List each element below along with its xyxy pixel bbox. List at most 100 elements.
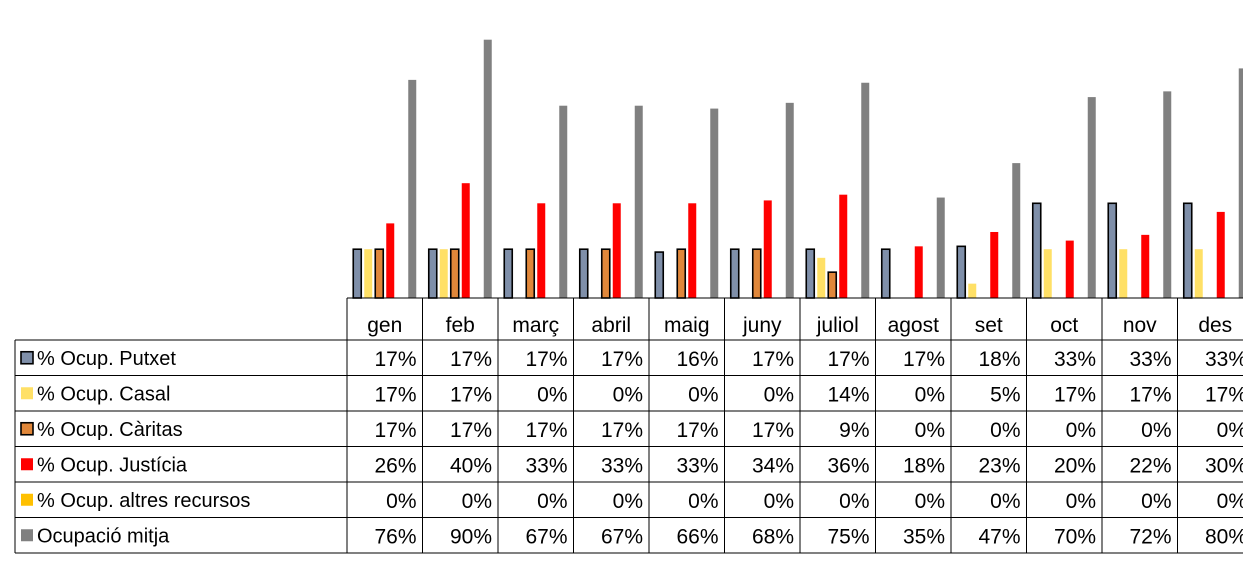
bar-4-feb	[461, 183, 470, 298]
category-label: abril	[591, 314, 631, 337]
bar-3-juliol	[827, 271, 838, 299]
bar-6-oct	[1087, 97, 1096, 298]
bar-2-des	[1194, 249, 1203, 298]
bar-2-gen	[364, 249, 373, 298]
data-label: 66%	[676, 525, 718, 548]
bars-layer	[352, 39, 1243, 299]
data-label: 33%	[1205, 348, 1243, 371]
legend-key-5	[21, 493, 33, 506]
category-label: nov	[1123, 314, 1157, 337]
bar-3-juny	[751, 248, 762, 299]
bar-3-maig	[676, 248, 687, 299]
bar-6-maig	[710, 108, 719, 298]
data-label: 17%	[450, 348, 492, 371]
data-label: 0%	[915, 490, 945, 513]
data-label: 17%	[525, 419, 567, 442]
series-name: % Ocup. Càritas	[37, 419, 183, 441]
data-label: 16%	[676, 348, 718, 371]
data-label: 75%	[827, 525, 869, 548]
series-name: % Ocup. altres recursos	[37, 490, 250, 512]
data-label: 0%	[764, 490, 794, 513]
bar-1-feb	[427, 248, 438, 299]
bar-4-nov	[1141, 234, 1150, 298]
bar-6-feb	[483, 39, 492, 298]
data-label: 5%	[990, 383, 1020, 406]
data-label: 80%	[1205, 525, 1243, 548]
bar-4-juliol	[839, 194, 848, 298]
data-label: 17%	[374, 348, 416, 371]
data-label: 17%	[752, 419, 794, 442]
category-label: agost	[888, 314, 940, 337]
data-label: 70%	[1054, 525, 1096, 548]
data-label: 33%	[676, 454, 718, 477]
bar-4-set	[990, 231, 999, 298]
bar-2-juliol	[817, 257, 826, 298]
category-label: des	[1198, 314, 1232, 337]
data-label: 0%	[613, 490, 643, 513]
bar-4-agost	[914, 246, 923, 298]
data-label: 0%	[1217, 419, 1243, 442]
bar-4-oct	[1065, 240, 1074, 298]
bar-1-juny	[729, 248, 740, 299]
data-label: 67%	[601, 525, 643, 548]
bar-4-maig	[688, 203, 697, 298]
data-label: 17%	[1054, 383, 1096, 406]
data-label: 34%	[752, 454, 794, 477]
data-label: 23%	[978, 454, 1020, 477]
data-label: 0%	[537, 383, 567, 406]
data-label: 67%	[525, 525, 567, 548]
category-label: feb	[446, 314, 475, 337]
category-label: juny	[742, 314, 782, 337]
category-label: gen	[367, 314, 402, 337]
data-label: 17%	[525, 348, 567, 371]
bar-3-abril	[600, 248, 611, 299]
data-label: 18%	[903, 454, 945, 477]
data-label: 17%	[827, 348, 869, 371]
data-label: 17%	[450, 419, 492, 442]
bar-2-feb	[439, 249, 448, 298]
data-label: 0%	[688, 490, 718, 513]
bar-6-gen	[408, 79, 417, 298]
data-label: 17%	[601, 419, 643, 442]
bar-1-agost	[880, 248, 891, 299]
data-label: 0%	[990, 490, 1020, 513]
data-label: 0%	[462, 490, 492, 513]
data-label: 17%	[752, 348, 794, 371]
data-label: 0%	[1066, 419, 1096, 442]
data-label: 36%	[827, 454, 869, 477]
data-label: 17%	[374, 383, 416, 406]
data-label: 14%	[827, 383, 869, 406]
data-label: 0%	[764, 383, 794, 406]
data-label: 0%	[1066, 490, 1096, 513]
series-name: % Ocup. Casal	[37, 383, 170, 405]
data-label: 17%	[676, 419, 718, 442]
data-label: 35%	[903, 525, 945, 548]
data-label: 17%	[601, 348, 643, 371]
data-label: 33%	[1129, 348, 1171, 371]
data-label: 33%	[525, 454, 567, 477]
bar-2-oct	[1043, 249, 1052, 298]
data-label: 47%	[978, 525, 1020, 548]
data-label: 40%	[450, 454, 492, 477]
category-label: març	[512, 314, 559, 337]
bar-1-des	[1182, 202, 1193, 299]
data-label: 18%	[978, 348, 1020, 371]
data-label: 17%	[450, 383, 492, 406]
bar-4-abril	[612, 203, 621, 298]
data-label: 26%	[374, 454, 416, 477]
bar-3-feb	[449, 248, 460, 299]
data-label: 17%	[1205, 383, 1243, 406]
bar-6-abril	[634, 105, 643, 299]
bar-6-juny	[785, 102, 794, 298]
bar-3-gen	[374, 248, 385, 299]
category-label: set	[975, 314, 1003, 337]
bar-2-set	[968, 283, 977, 298]
data-label: 0%	[1141, 490, 1171, 513]
data-label: 90%	[450, 525, 492, 548]
series-name: % Ocup. Putxet	[37, 348, 176, 370]
data-label: 33%	[1054, 348, 1096, 371]
bar-1-abril	[578, 248, 589, 299]
data-label: 17%	[903, 348, 945, 371]
